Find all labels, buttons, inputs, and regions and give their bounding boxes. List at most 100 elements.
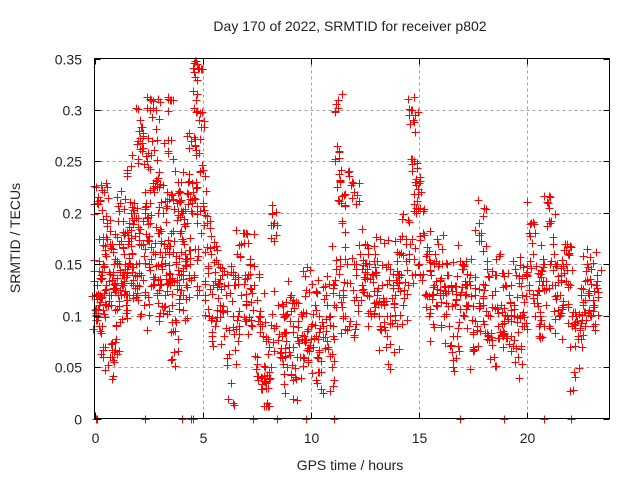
plus-marker [134,159,143,168]
plus-marker [512,344,521,353]
data-point [546,324,555,333]
data-point [203,212,212,221]
plus-marker [465,277,474,286]
plus-marker [141,415,150,424]
plus-marker [452,282,461,291]
data-point [545,204,554,213]
data-point [96,327,105,336]
plus-marker [476,327,485,336]
data-point [107,301,116,310]
plus-marker [121,195,130,204]
data-point [336,177,345,186]
plus-marker [507,317,516,326]
y-tick-label: 0.3 [63,103,83,119]
plus-marker [138,139,147,148]
plus-marker [114,217,123,226]
data-point [349,286,358,295]
data-point [119,281,128,290]
data-point [199,202,208,211]
plus-marker [466,281,475,290]
data-point [557,264,566,273]
data-point [302,415,311,424]
data-point [340,191,349,200]
plus-marker [505,340,514,349]
data-point [564,300,573,309]
plus-marker [486,312,495,321]
data-point [423,292,432,301]
data-point [535,287,544,296]
plus-marker [114,202,123,211]
data-point [234,337,243,346]
data-point [144,293,153,302]
plus-marker [578,316,587,325]
plus-marker [416,232,425,241]
plus-marker [378,281,387,290]
data-point [134,223,143,232]
plus-marker [127,162,136,171]
data-point [425,256,434,265]
data-point [507,317,516,326]
plus-marker [523,198,532,207]
data-point [396,311,405,320]
data-point [267,363,276,372]
data-point [103,183,112,192]
plus-marker [134,296,143,305]
plus-marker [413,159,422,168]
plus-marker [174,347,183,356]
data-point [326,387,335,396]
data-point [332,100,341,109]
data-point [449,258,458,267]
data-point [358,225,367,234]
data-point [330,335,339,344]
plus-marker [330,415,339,424]
data-point [249,415,258,424]
plus-marker [426,258,435,267]
data-point [136,116,145,125]
data-point [529,250,538,259]
data-point [482,242,491,251]
data-point [157,260,166,269]
plus-marker [352,260,361,269]
data-point [141,288,150,297]
data-point [148,113,157,122]
data-point [264,384,273,393]
data-point [536,332,545,341]
plus-marker [102,252,111,261]
plus-marker [336,262,345,271]
plus-marker [256,328,265,337]
plus-marker [251,352,260,361]
data-point [270,324,279,333]
data-point [128,263,137,272]
data-point [496,250,505,259]
data-point [393,322,402,331]
data-point [331,157,340,166]
plus-marker [411,128,420,137]
plus-marker [147,151,156,160]
plus-marker [189,415,198,424]
plus-marker [436,276,445,285]
data-point [372,233,381,242]
data-point [345,167,354,176]
plus-marker [355,241,364,250]
plus-marker [431,250,440,259]
data-point [236,252,245,261]
plus-marker [469,330,478,339]
data-point [102,233,111,242]
data-point [325,313,334,322]
plus-marker [163,188,172,197]
x-tick-label: 20 [520,430,536,446]
data-point [282,311,291,320]
plus-marker [184,200,193,209]
data-point [237,291,246,300]
plus-marker [378,261,387,270]
plus-marker [449,363,458,372]
plus-marker [128,203,137,212]
plus-marker [479,212,488,221]
plus-marker [384,360,393,369]
data-point [169,155,178,164]
plus-marker [471,273,480,282]
plus-marker [152,176,161,185]
plus-marker [517,342,526,351]
data-point [127,226,136,235]
plus-marker [190,271,199,280]
